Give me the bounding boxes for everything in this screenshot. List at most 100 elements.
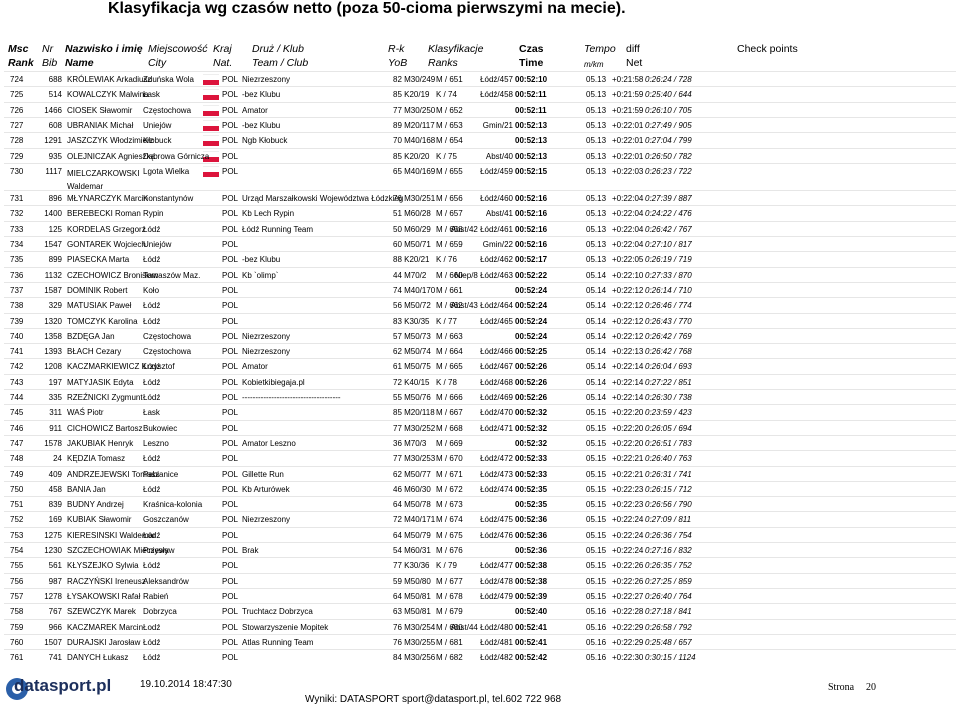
- cell-tempo: 05.13: [586, 255, 607, 265]
- cell-tempo: 05.15: [586, 408, 607, 418]
- row-separator: [4, 358, 956, 360]
- cell-time: 00:52:25: [515, 347, 548, 357]
- cell-diff: +0:22:20: [612, 423, 644, 433]
- column-header: City: [148, 57, 167, 69]
- cell-net: 0:26:04 / 693: [645, 362, 692, 372]
- column-header: Check points: [737, 43, 798, 55]
- column-header: Time: [519, 57, 544, 69]
- cell-tempo: 05.14: [586, 377, 607, 387]
- cell-name: JAKUBIAK Henryk: [67, 438, 134, 448]
- cell-gender: M / 656: [436, 194, 463, 204]
- cell-city: Częstochowa: [143, 331, 192, 341]
- cell-name: MATYJASIK Edyta: [67, 377, 134, 387]
- cell-ranks: Łódź/470: [480, 408, 513, 418]
- cell-nat: POL: [222, 166, 239, 176]
- cell-net: 0:26:42 / 768: [645, 347, 692, 357]
- row-separator: [4, 450, 956, 452]
- cell-team: Urząd Marszałkowski Województwa Łódzkieg: [242, 194, 404, 204]
- cell-name: KORDELAS Grzegorz: [67, 224, 146, 234]
- row-separator: [4, 220, 956, 222]
- cell-diff: +0:22:04: [612, 224, 644, 234]
- cell-ranks: Abst/43 Łódź/464: [450, 301, 513, 311]
- row-separator: [4, 649, 956, 651]
- cell-net: 0:26:58 / 792: [645, 622, 692, 632]
- cell-city: Aleksandrów: [143, 576, 189, 586]
- cell-ranks: Łódź/474: [480, 484, 513, 494]
- cell-nat: POL: [222, 622, 239, 632]
- cell-net: 0:30:15 / 1124: [645, 653, 696, 663]
- cell-net: 0:26:40 / 763: [645, 454, 692, 464]
- cell-bib: 899: [48, 255, 62, 265]
- cell-gender: M / 675: [436, 530, 463, 540]
- cell-city: Łódź: [143, 393, 161, 402]
- cell-rank: 761: [10, 653, 24, 663]
- cell-nat: POL: [222, 301, 239, 311]
- row-separator: [4, 389, 956, 390]
- column-header: m/km: [584, 60, 604, 69]
- cell-gender: M / 672: [436, 484, 463, 494]
- logo: datasport.pl: [14, 676, 112, 695]
- cell-city: Łódź: [143, 653, 161, 663]
- row-separator: [4, 480, 956, 482]
- cell-diff: +0:22:01: [612, 151, 644, 161]
- cell-diff: +0:22:10: [612, 270, 644, 280]
- cell-name: TOMCZYK Karolina: [67, 316, 138, 326]
- row-separator: [4, 373, 956, 375]
- cell-tempo: 05.14: [586, 285, 607, 295]
- cell-gender: M / 669: [436, 438, 463, 448]
- cell-yob: 44 M70/2: [393, 270, 427, 280]
- cell-time: 00:52:11: [515, 90, 547, 100]
- cell-net: 0:27:49 / 905: [645, 120, 692, 130]
- cell-ranks: Łódź/466: [480, 347, 513, 357]
- cell-team: Stowarzyszenie Mopitek: [242, 622, 329, 632]
- cell-city: Goszczanów: [143, 515, 189, 525]
- cell-tempo: 05.16: [586, 637, 607, 647]
- cell-rank: 754: [10, 546, 24, 555]
- cell-net: 0:26:35 / 752: [645, 561, 692, 571]
- cell-gender: M / 654: [436, 136, 463, 146]
- cell-name: CZECHOWICZ Bronisław: [67, 270, 159, 280]
- cell-time: 00:52:35: [515, 484, 548, 494]
- cell-tempo: 05.13: [586, 151, 607, 161]
- cell-name: DURAJSKI Jarosław: [67, 637, 141, 647]
- row-separator: [4, 132, 956, 134]
- cell-yob: 64 M50/79: [393, 530, 431, 540]
- cell-diff: +0:22:12: [612, 331, 644, 341]
- cell-time: 00:52:17: [515, 255, 548, 265]
- cell-gender: M / 668: [436, 423, 463, 433]
- cell-city: Łódź: [143, 255, 161, 265]
- cell-name: KRÓLEWIAK Arkadiusz: [67, 75, 152, 84]
- row-separator: [4, 557, 956, 559]
- cell-team: Truchtacz Dobrzyca: [242, 607, 313, 617]
- cell-team: Niezrzeszony: [242, 515, 291, 525]
- row-separator: [4, 633, 956, 635]
- cell-diff: +0:22:03: [612, 166, 644, 176]
- cell-bib: 514: [48, 90, 62, 100]
- cell-gender: M / 652: [436, 105, 463, 115]
- cell-net: 0:23:59 / 423: [645, 408, 692, 418]
- cell-team: Amator Leszno: [242, 438, 296, 448]
- cell-net: 0:26:15 / 712: [645, 484, 692, 494]
- cell-yob: 60 M50/71: [393, 240, 431, 249]
- cell-net: 0:27:33 / 870: [645, 270, 692, 280]
- cell-city: Rabień: [143, 591, 169, 601]
- cell-rank: 745: [10, 408, 24, 418]
- cell-time: 00:52:32: [515, 423, 548, 433]
- cell-time: 00:52:16: [515, 209, 548, 219]
- column-header: Kraj: [213, 43, 232, 55]
- cell-net: 0:26:43 / 770: [645, 316, 692, 326]
- cell-net: 0:26:30 / 738: [645, 393, 692, 402]
- cell-gender: M / 659: [436, 240, 463, 249]
- cell-bib: 1117: [45, 166, 62, 176]
- cell-time: 00:52:16: [515, 194, 548, 204]
- cell-yob: 76 M30/254: [393, 622, 436, 632]
- cell-gender: M / 677: [436, 576, 463, 586]
- cell-gender: M / 658: [436, 224, 463, 234]
- cell-nat: POL: [222, 576, 239, 586]
- row-separator: [4, 266, 956, 268]
- cell-tempo: 05.13: [586, 136, 607, 146]
- cell-yob: 56 M50/72: [393, 301, 431, 311]
- column-header: Nat.: [213, 57, 233, 69]
- cell-city: Łodź: [143, 622, 161, 632]
- cell-gender: M / 651: [436, 75, 463, 84]
